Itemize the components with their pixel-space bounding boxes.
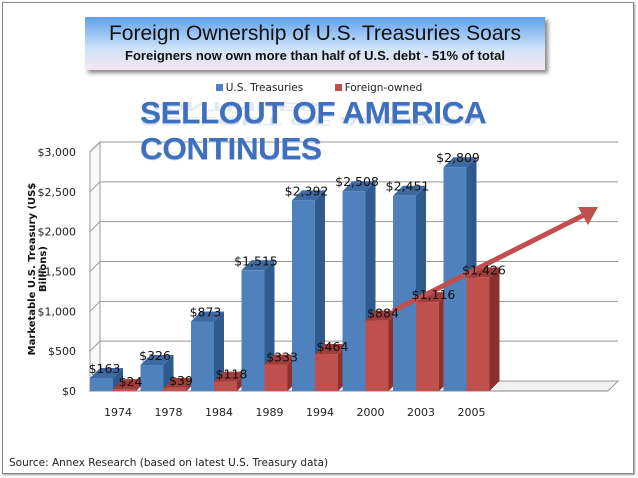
trend-arrow-shaft (391, 211, 588, 314)
bar-top (443, 157, 477, 168)
y-tick-label: $1,000 (38, 305, 77, 318)
data-label-foreign: $1,426 (462, 262, 506, 277)
x-tick-label: 1984 (205, 406, 233, 419)
bar (365, 320, 389, 391)
bar-top (393, 185, 426, 196)
x-tick-label: 1994 (306, 406, 334, 419)
data-label-foreign: $333 (266, 349, 298, 364)
chart-subtitle: Foreigners now own more than half of U.S… (125, 48, 505, 63)
bar (241, 270, 265, 391)
bar-top (241, 260, 275, 271)
bar-top (113, 379, 146, 390)
bar-top (214, 371, 247, 382)
x-tick-label: 2003 (407, 406, 435, 419)
bar-side (489, 267, 500, 391)
bar-top (264, 354, 298, 365)
y-tick-label: $500 (48, 345, 76, 358)
y-tick-label: $3,000 (38, 146, 77, 159)
data-label-foreign: $884 (367, 306, 399, 321)
bar (191, 321, 214, 391)
banner-text: SELLOUT OF AMERICA CONTINUES (140, 95, 486, 166)
legend: U.S. Treasuries Foreign-owned (0, 82, 638, 94)
bar (90, 378, 113, 391)
bar-top (140, 355, 174, 366)
x-tick-label: 1989 (256, 406, 284, 419)
data-label-treasuries: $1,515 (234, 253, 278, 268)
data-label-treasuries: $2,508 (335, 174, 379, 189)
data-label-treasuries: $2,392 (285, 183, 329, 198)
bar (315, 354, 338, 391)
legend-item-treasuries: U.S. Treasuries (215, 82, 304, 94)
gridline (89, 141, 618, 153)
data-label-treasuries: $2,451 (386, 179, 430, 194)
bar (466, 277, 490, 391)
bar (140, 365, 164, 391)
bar-top (90, 368, 123, 379)
bar (416, 302, 439, 391)
bar (214, 381, 237, 391)
legend-label: Foreign-owned (344, 82, 423, 94)
data-label-treasuries: $2,809 (436, 150, 480, 165)
y-tick-label: $2,500 (38, 186, 77, 199)
bar (163, 387, 187, 391)
source-note: Source: Annex Research (based on latest … (9, 457, 329, 469)
chart-title: Foreign Ownership of U.S. Treasuries Soa… (108, 22, 521, 45)
chart-frame (2, 2, 634, 474)
bar-top (365, 310, 399, 321)
y-tick-label: $2,000 (38, 226, 77, 239)
y-tick-label: $1,500 (38, 266, 77, 279)
y-tick-label: $0 (62, 385, 76, 398)
data-label-treasuries: $326 (139, 348, 171, 363)
bar-top (315, 344, 348, 355)
bar (393, 195, 416, 391)
data-label-foreign: $39 (169, 373, 193, 388)
data-label-foreign: $1,116 (412, 287, 456, 302)
data-label-foreign: $464 (317, 339, 349, 354)
x-tick-label: 2000 (357, 406, 385, 419)
x-tick-label: 2005 (458, 406, 486, 419)
bar (292, 200, 315, 391)
bar-side (315, 190, 325, 391)
bar (113, 389, 136, 391)
bar-top (342, 181, 376, 192)
trend-arrow-head (578, 207, 598, 225)
bar-top (191, 311, 224, 322)
legend-swatch (215, 84, 223, 91)
x-tick-label: 1974 (104, 406, 132, 419)
bar-top (163, 377, 197, 388)
bar-side (214, 311, 224, 391)
legend-label: U.S. Treasuries (225, 82, 304, 94)
legend-item-foreign: Foreign-owned (334, 82, 423, 94)
title-box: Foreign Ownership of U.S. Treasuries Soa… (85, 17, 545, 70)
data-label-treasuries: $163 (89, 361, 121, 376)
bar-top (292, 190, 325, 201)
legend-swatch (334, 84, 342, 91)
data-label-foreign: $24 (119, 374, 143, 389)
data-label-foreign: $118 (216, 367, 248, 382)
bar (264, 364, 288, 391)
y-axis-label: Marketable U.S. Treasury (US$ Billions) (27, 182, 49, 356)
x-tick-label: 1978 (155, 406, 183, 419)
bar (342, 191, 366, 391)
bar-side (113, 368, 123, 391)
data-label-treasuries: $873 (190, 304, 222, 319)
